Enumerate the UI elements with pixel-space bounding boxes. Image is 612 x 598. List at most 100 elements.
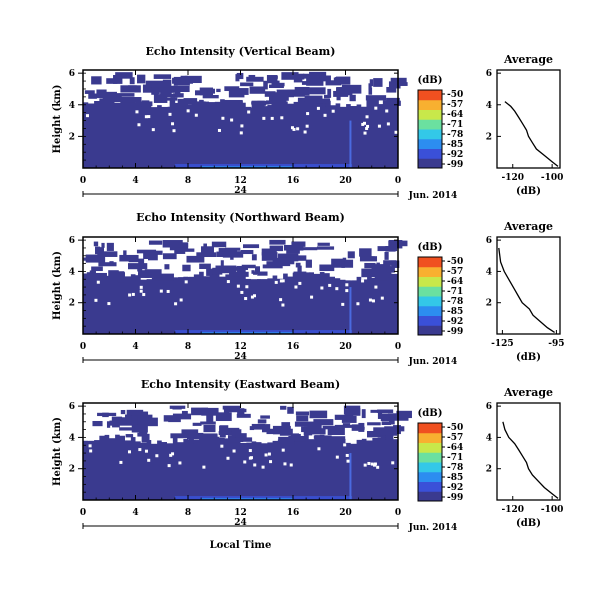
echo-fragment: [186, 255, 205, 263]
echo-fragment: [386, 86, 397, 93]
no-data-speck: [138, 448, 142, 452]
no-data-speck: [85, 114, 89, 118]
echo-fragment: [215, 412, 232, 422]
no-data-speck: [290, 126, 294, 130]
echo-fragment: [222, 100, 243, 107]
no-data-speck: [178, 461, 182, 465]
echo-fragment: [236, 265, 246, 275]
colorbar-tick-label: -50: [447, 423, 463, 433]
y-tick-label: 6: [69, 69, 75, 79]
date-tick-label: 24: [234, 518, 247, 528]
echo-fragment: [237, 408, 245, 416]
no-data-area: [277, 403, 284, 440]
echo-fragment: [202, 94, 219, 99]
echo-fragment: [331, 258, 345, 267]
echo-fragment: [170, 93, 175, 98]
echo-fragment: [172, 413, 192, 420]
echo-fragment: [198, 433, 218, 439]
y-tick-label: 6: [69, 236, 75, 246]
echo-fragment: [347, 251, 355, 259]
no-data-speck: [240, 124, 244, 128]
no-data-area: [198, 403, 205, 435]
no-data-area: [308, 237, 315, 273]
echo-fragment: [374, 271, 388, 281]
profile-x-tick-label: -125: [491, 339, 514, 349]
profile-frame: [496, 236, 561, 335]
no-data-area: [308, 403, 315, 440]
colorbar-label: (dB): [418, 242, 443, 253]
surface-echo-band: [174, 496, 353, 500]
echo-fragment: [316, 98, 331, 104]
no-data-speck: [94, 298, 98, 302]
no-data-speck: [345, 453, 349, 457]
no-data-area: [345, 403, 352, 443]
echo-fragment: [246, 76, 264, 82]
no-data-speck: [320, 286, 324, 290]
profile-y-tick-label: 4: [486, 101, 492, 111]
no-data-speck: [283, 462, 287, 466]
no-data-speck: [280, 116, 284, 120]
echo-fragment: [257, 419, 267, 424]
echo-fragment: [269, 245, 284, 252]
surface-echo-core: [201, 166, 293, 168]
echo-fragment: [130, 411, 149, 416]
echo-fragment: [179, 77, 199, 83]
no-data-speck: [247, 110, 251, 114]
no-data-area: [119, 70, 126, 100]
echo-fragment: [286, 247, 300, 254]
echo-fragment: [386, 97, 400, 106]
y-tick-label: 4: [69, 433, 75, 443]
no-data-area: [188, 403, 194, 440]
no-data-speck: [380, 296, 384, 300]
profile-x-label: (dB): [516, 352, 541, 363]
no-data-area: [335, 403, 341, 441]
echo-fragment: [384, 251, 389, 260]
echo-fragment: [283, 244, 304, 251]
x-tick-label: 16: [287, 508, 300, 518]
x-tick-label: 0: [80, 508, 86, 518]
profile-y-tick-label: 4: [486, 267, 492, 277]
colorbar-tick-label: -64: [447, 277, 463, 287]
no-data-speck: [366, 124, 370, 128]
echo-fragment: [266, 261, 278, 268]
no-data-area: [324, 237, 331, 274]
echo-fragment: [358, 422, 365, 432]
no-data-area: [282, 403, 289, 441]
panel-title: Echo Intensity (Vertical Beam): [145, 45, 335, 58]
echo-fragment: [309, 410, 328, 419]
echo-fragment: [327, 88, 332, 98]
no-data-area: [167, 403, 173, 444]
echo-fragment: [317, 242, 330, 246]
echo-fragment: [364, 262, 376, 269]
x-tick-label: 8: [185, 508, 191, 518]
no-data-speck: [139, 289, 143, 293]
echo-fragment: [124, 414, 142, 422]
echo-fragment: [307, 426, 311, 430]
echo-fragment: [369, 79, 374, 87]
echo-streak: [349, 287, 352, 334]
colorbar-tick-label: -78: [447, 130, 463, 140]
x-tick-label: 16: [287, 176, 300, 186]
no-data-area: [230, 403, 236, 440]
profile-x-label: (dB): [516, 518, 541, 529]
echo-fragment: [128, 85, 137, 92]
x-tick-label: 12: [234, 508, 247, 518]
no-data-area: [314, 237, 320, 274]
no-data-area: [319, 237, 326, 273]
echo-fragment: [343, 405, 361, 415]
no-data-area: [335, 70, 341, 104]
echo-fragment: [301, 81, 310, 85]
colorbar-segment: [418, 462, 442, 473]
echo-fragment: [182, 264, 191, 272]
echo-fragment: [93, 241, 99, 247]
echo-fragment: [91, 76, 102, 85]
profile-title: Average: [503, 220, 553, 233]
colorbar-tick-label: -57: [447, 100, 463, 110]
x-tick-label: 20: [339, 176, 352, 186]
echo-fragment: [253, 271, 258, 275]
echo-fragment: [361, 268, 376, 278]
echo-fragment: [101, 242, 105, 248]
colorbar-tick-label: -50: [447, 90, 463, 100]
echo-fragment: [102, 91, 117, 101]
